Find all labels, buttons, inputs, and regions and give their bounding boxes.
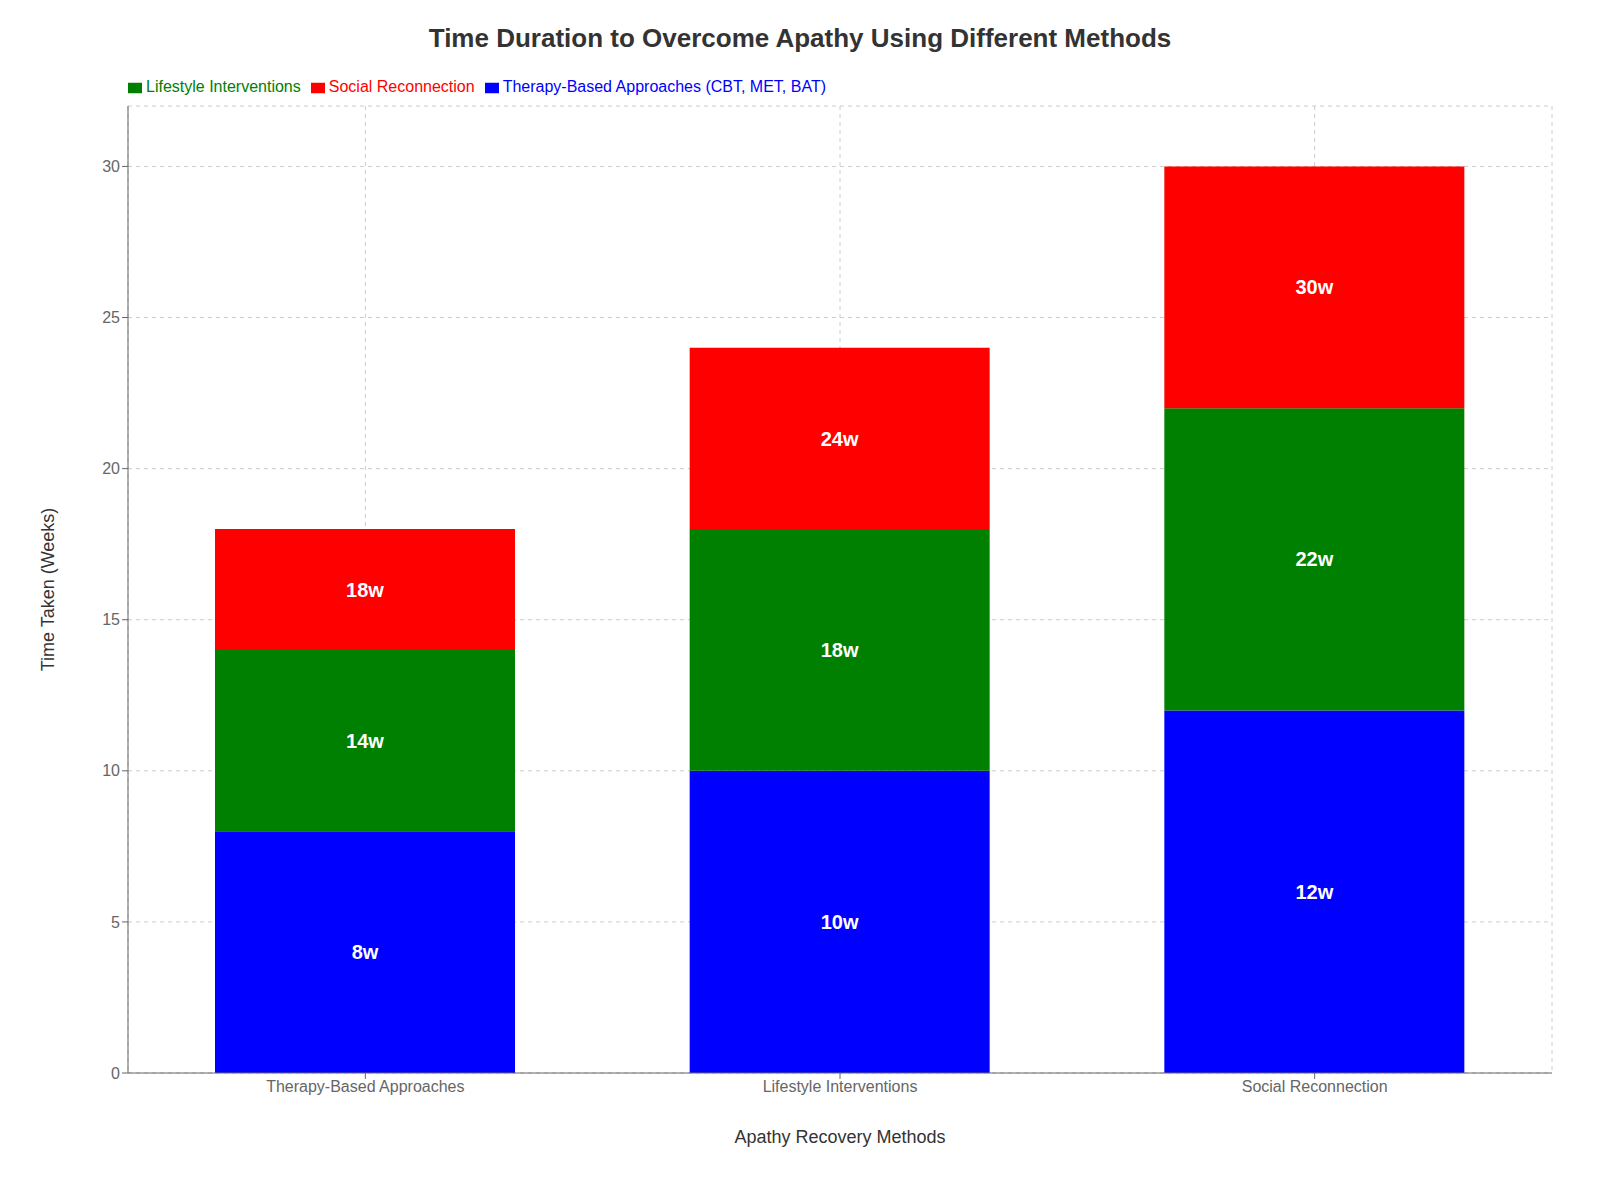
html-text:Social Reconnection: Social Reconnection <box>328 78 475 95</box>
svg-text:10w: 10w <box>821 911 859 933</box>
svg-text:Time Taken (Weeks): Time Taken (Weeks) <box>38 508 58 672</box>
svg-text:15: 15 <box>102 611 120 628</box>
svg-text:18w: 18w <box>821 639 859 661</box>
svg-text:12w: 12w <box>1295 881 1333 903</box>
html-text:Time Duration to Overcome Apat: Time Duration to Overcome Apathy Using D… <box>428 23 1172 53</box>
svg-text:10: 10 <box>102 762 120 779</box>
svg-text:22w: 22w <box>1295 548 1333 570</box>
svg-text:24w: 24w <box>821 428 859 450</box>
svg-text:20: 20 <box>102 460 120 477</box>
svg-text:Lifestyle Interventions: Lifestyle Interventions <box>763 1078 918 1095</box>
svg-text:18w: 18w <box>346 579 384 601</box>
svg-text:25: 25 <box>102 309 120 326</box>
svg-text:5: 5 <box>111 914 120 931</box>
svg-text:14w: 14w <box>346 730 384 752</box>
svg-text:Apathy Recovery Methods: Apathy Recovery Methods <box>734 1127 945 1147</box>
svg-text:Social Reconnection: Social Reconnection <box>1242 1078 1388 1095</box>
svg-text:Therapy-Based Approaches: Therapy-Based Approaches <box>266 1078 464 1095</box>
svg-text:0: 0 <box>111 1065 120 1082</box>
svg-text:30w: 30w <box>1295 276 1333 298</box>
svg-text:30: 30 <box>102 158 120 175</box>
html-text:Lifestyle Interventions: Lifestyle Interventions <box>146 78 301 95</box>
svg-text:8w: 8w <box>352 941 379 963</box>
html-text:Therapy-Based Approaches (CBT,: Therapy-Based Approaches (CBT, MET, BAT) <box>502 78 826 95</box>
